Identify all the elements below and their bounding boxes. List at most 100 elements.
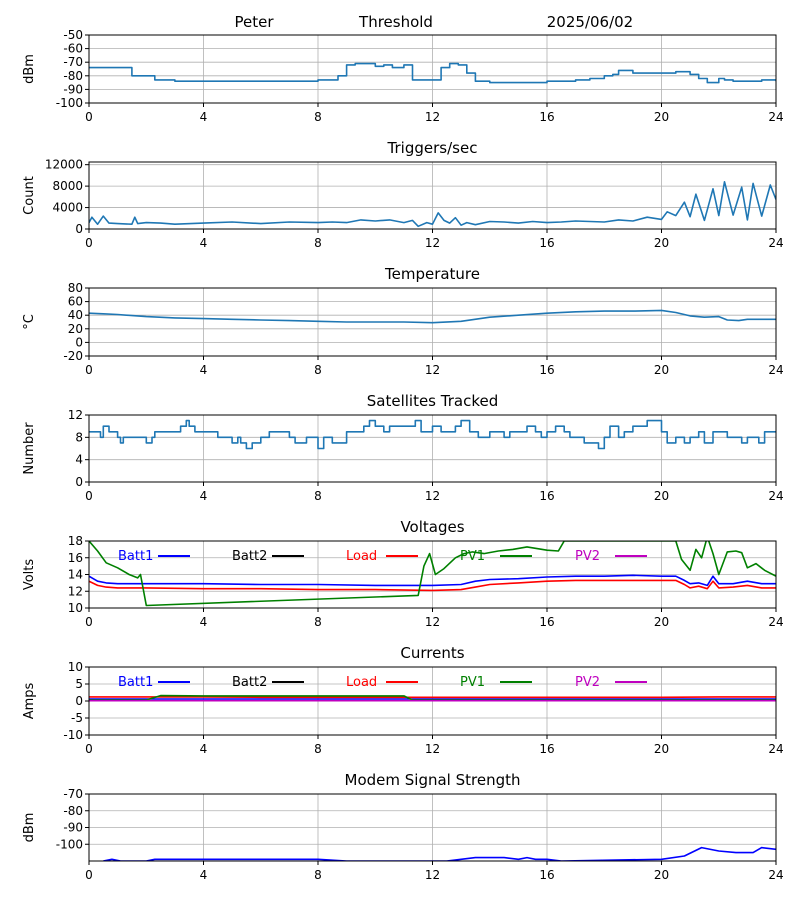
legend-label: PV2: [575, 675, 600, 690]
y-tick-label: -60: [63, 42, 83, 56]
y-tick-label: 20: [68, 322, 83, 336]
x-tick-label: 16: [539, 489, 554, 503]
y-tick-label: 0: [75, 694, 83, 708]
y-axis-label: Amps: [22, 682, 37, 719]
x-tick-label: 12: [425, 363, 440, 377]
x-tick-label: 20: [654, 742, 669, 756]
x-tick-label: 24: [768, 363, 783, 377]
x-tick-label: 12: [425, 615, 440, 629]
y-tick-label: -20: [63, 349, 83, 363]
y-tick-label: 5: [75, 677, 83, 691]
header-site: Peter: [234, 13, 274, 31]
x-tick-label: 4: [200, 110, 208, 124]
panel-title: Currents: [400, 644, 464, 662]
x-tick-label: 0: [85, 868, 93, 882]
x-tick-label: 24: [768, 236, 783, 250]
x-tick-label: 8: [314, 742, 322, 756]
x-tick-label: 20: [654, 489, 669, 503]
y-tick-label: -5: [71, 711, 83, 725]
legend-label: Batt1: [118, 549, 153, 564]
y-tick-label: 0: [75, 222, 83, 236]
legend-label: PV2: [575, 549, 600, 564]
y-tick-label: 8: [75, 430, 83, 444]
x-tick-label: 16: [539, 868, 554, 882]
x-tick-label: 0: [85, 489, 93, 503]
x-tick-label: 12: [425, 742, 440, 756]
x-tick-label: 4: [200, 363, 208, 377]
y-tick-label: 80: [68, 281, 83, 295]
x-tick-label: 12: [425, 868, 440, 882]
x-tick-label: 16: [539, 615, 554, 629]
y-tick-label: -10: [63, 728, 83, 742]
x-tick-label: 8: [314, 615, 322, 629]
y-tick-label: -70: [63, 787, 83, 801]
panel-title: Satellites Tracked: [367, 392, 498, 410]
y-tick-label: 16: [68, 551, 83, 565]
x-tick-label: 24: [768, 110, 783, 124]
x-tick-label: 24: [768, 489, 783, 503]
y-tick-label: -50: [63, 28, 83, 42]
x-tick-label: 8: [314, 363, 322, 377]
x-tick-label: 4: [200, 742, 208, 756]
y-tick-label: 60: [68, 295, 83, 309]
x-tick-label: 4: [200, 868, 208, 882]
panel-title: Temperature: [384, 265, 480, 283]
x-tick-label: 16: [539, 110, 554, 124]
x-tick-label: 8: [314, 489, 322, 503]
y-tick-label: -80: [63, 804, 83, 818]
y-axis-label: °C: [22, 314, 37, 330]
series-line: [103, 848, 776, 861]
panel-title: Voltages: [400, 518, 464, 536]
legend-label: Load: [346, 549, 377, 564]
y-tick-label: 4000: [52, 201, 83, 215]
x-tick-label: 16: [539, 363, 554, 377]
y-tick-label: -100: [56, 837, 83, 851]
x-tick-label: 24: [768, 868, 783, 882]
x-tick-label: 0: [85, 615, 93, 629]
y-tick-label: -100: [56, 96, 83, 110]
y-axis-label: Count: [22, 176, 37, 215]
y-tick-label: 10: [68, 601, 83, 615]
panel-title: Triggers/sec: [387, 139, 478, 157]
y-tick-label: 14: [68, 568, 83, 582]
y-tick-label: 40: [68, 308, 83, 322]
x-tick-label: 0: [85, 742, 93, 756]
y-tick-label: -90: [63, 82, 83, 96]
y-tick-label: 8000: [52, 179, 83, 193]
x-tick-label: 12: [425, 236, 440, 250]
legend-label: PV1: [460, 675, 485, 690]
x-tick-label: 20: [654, 236, 669, 250]
x-tick-label: 12: [425, 110, 440, 124]
x-tick-label: 24: [768, 615, 783, 629]
x-tick-label: 4: [200, 615, 208, 629]
y-tick-label: -70: [63, 55, 83, 69]
x-tick-label: 0: [85, 110, 93, 124]
legend-label: PV1: [460, 549, 485, 564]
x-tick-label: 20: [654, 110, 669, 124]
x-tick-label: 8: [314, 110, 322, 124]
x-tick-label: 4: [200, 489, 208, 503]
y-tick-label: 12: [68, 408, 83, 422]
x-tick-label: 16: [539, 236, 554, 250]
y-tick-label: -90: [63, 821, 83, 835]
x-tick-label: 12: [425, 489, 440, 503]
header-date: 2025/06/02: [547, 13, 633, 31]
y-tick-label: 18: [68, 534, 83, 548]
y-tick-label: 10: [68, 660, 83, 674]
y-tick-label: 0: [75, 475, 83, 489]
y-tick-label: 12: [68, 584, 83, 598]
x-tick-label: 20: [654, 363, 669, 377]
y-axis-label: Number: [22, 422, 37, 475]
y-tick-label: 0: [75, 335, 83, 349]
header-title: Threshold: [358, 13, 433, 31]
y-axis-label: Volts: [22, 559, 37, 591]
